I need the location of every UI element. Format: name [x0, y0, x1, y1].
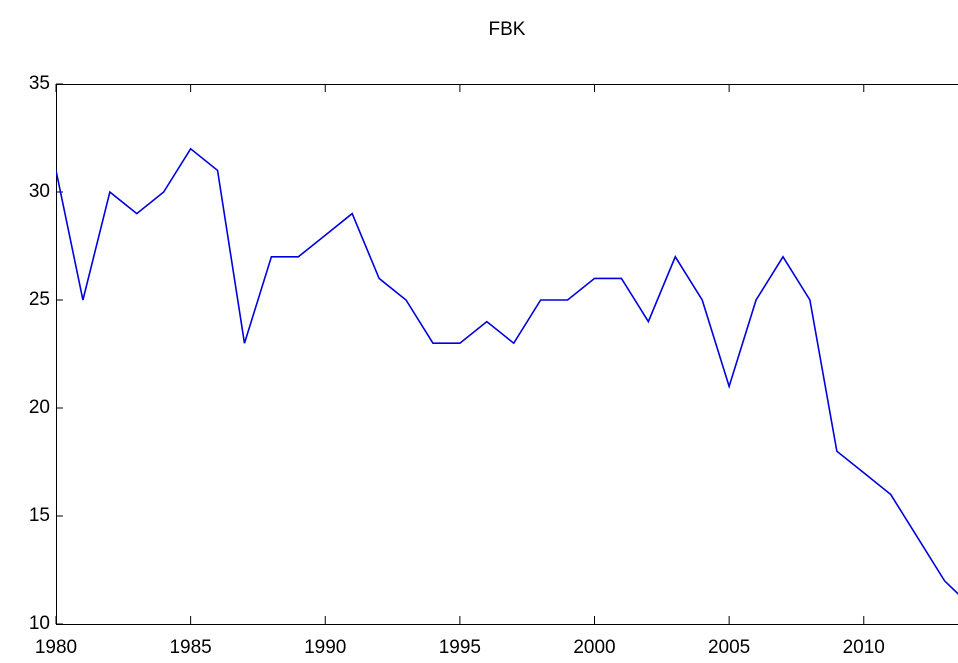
data-line [56, 147, 958, 595]
y-tick-label: 35 [29, 73, 50, 94]
x-tick-label: 2010 [843, 637, 885, 658]
x-tick-label: 1980 [35, 637, 77, 658]
y-tick-label: 20 [29, 397, 50, 418]
y-tick-label: 25 [29, 289, 50, 310]
chart-title: FBK [489, 19, 526, 40]
x-tick-label: 1990 [304, 637, 346, 658]
y-tick-label: 10 [29, 613, 50, 634]
x-tick-label: 1985 [169, 637, 211, 658]
y-tick-label: 30 [29, 181, 50, 202]
x-tick-label: 2000 [573, 637, 615, 658]
y-tick-label: 15 [29, 505, 50, 526]
plot-frame [56, 84, 958, 625]
x-tick-label: 2005 [708, 637, 750, 658]
x-tick-label: 1995 [439, 637, 481, 658]
